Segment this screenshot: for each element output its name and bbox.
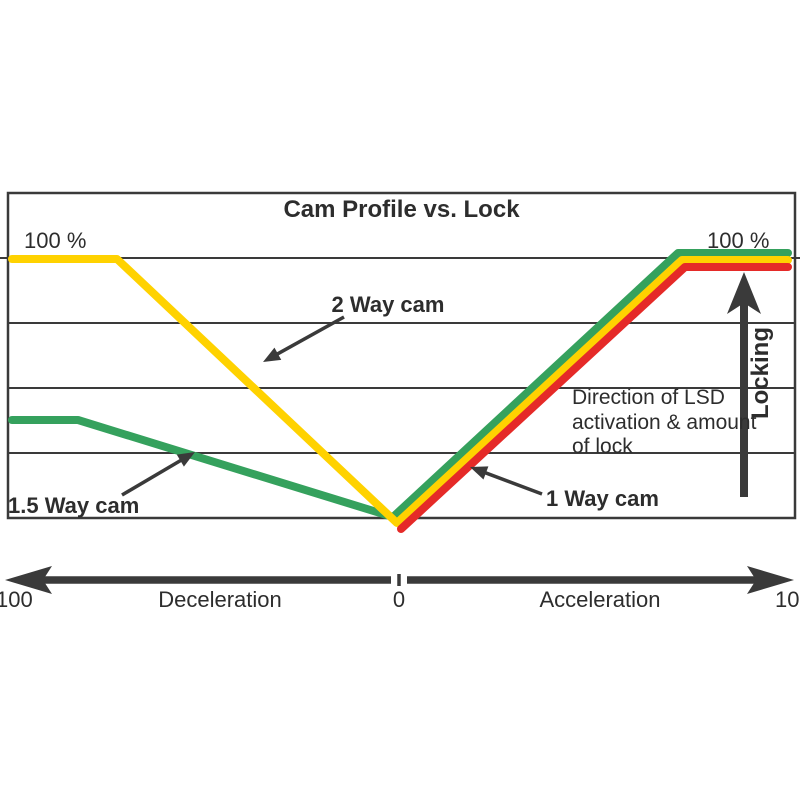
x-axis-arrow-icon bbox=[5, 566, 794, 594]
one-five-way-arrow-icon bbox=[121, 452, 195, 497]
one-five-way-cam-label: 1.5 Way cam bbox=[8, 493, 140, 518]
two-way-arrow-icon bbox=[263, 315, 345, 362]
axis-left-arrowhead-icon bbox=[5, 566, 52, 594]
annotation-arrows-layer bbox=[121, 315, 543, 497]
axis-left-100-value: 100 bbox=[0, 587, 33, 612]
locking-up-arrow-icon bbox=[727, 272, 761, 497]
axis-acceleration-label: Acceleration bbox=[539, 587, 661, 612]
one-way-cam-label: 1 Way cam bbox=[546, 486, 659, 511]
axis-right-arrowhead-icon bbox=[747, 566, 794, 594]
axis-deceleration-label: Deceleration bbox=[158, 587, 282, 612]
one-way-arrow-icon bbox=[470, 466, 543, 496]
axis-zero-value: 0 bbox=[392, 587, 406, 612]
cam-line-2-way-cam bbox=[8, 255, 792, 527]
two-way-cam-label: 2 Way cam bbox=[331, 292, 445, 317]
left-100-percent-label: 100 % bbox=[24, 228, 87, 253]
chart-frame-layer bbox=[6, 191, 797, 520]
gridline-layer bbox=[0, 257, 800, 454]
direction-of-lsd-note: Direction of LSD activation & amount of … bbox=[572, 386, 757, 458]
cam-line-1-way-cam bbox=[397, 263, 792, 533]
chart-title: Cam Profile vs. Lock bbox=[283, 196, 520, 223]
chart-frame bbox=[6, 191, 797, 520]
cam-lines-layer bbox=[8, 249, 792, 533]
axis-right-100-value: 100 bbox=[775, 587, 800, 612]
right-100-percent-label: 100 % bbox=[707, 228, 770, 253]
locking-axis-label: Locking bbox=[747, 326, 774, 420]
